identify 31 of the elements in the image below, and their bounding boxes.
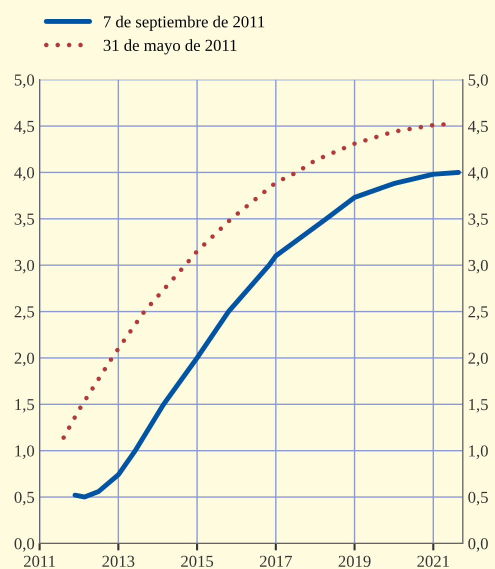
y2-tick-label: 0,5 [468,492,488,506]
y2-tick-label: 2,0 [468,352,488,366]
x-tick-label: 2013 [102,556,134,567]
y-tick-label: 4,5 [14,120,34,134]
y2-tick-label: 1,5 [469,399,488,413]
x-tick-label: 2015 [181,556,214,567]
y2-tick-label: 5,0 [468,74,488,88]
x-tick-label: 2019 [338,556,371,567]
y2-tick-label: 2,5 [468,306,488,320]
legend-label: 31 de mayo de 2011 [104,39,236,54]
legend-label: 7 de septiembre de 2011 [104,16,264,31]
y-tick-label: 1,5 [15,399,34,413]
y-tick-label: 2,0 [14,352,34,366]
x-tick-label: 2011 [24,556,55,567]
y2-tick-label: 0,0 [468,538,488,552]
line-series [72,170,461,500]
y-tick-label: 2,5 [14,306,34,320]
y-tick-label: 3,0 [14,260,34,274]
y-tick-label: 1,0 [15,445,34,459]
x-tick-label: 2017 [260,556,292,567]
x-tick-label: 2021 [417,556,449,567]
y-tick-label: 5,0 [14,74,34,88]
y-tick-label: 0,0 [14,538,34,552]
y2-tick-label: 4,5 [468,120,488,134]
y2-tick-label: 4,0 [468,167,488,181]
y-tick-label: 3,5 [14,214,34,228]
y2-tick-label: 3,0 [468,260,488,274]
y2-tick-label: 3,5 [468,214,488,228]
y-tick-label: 0,5 [14,492,34,506]
y2-tick-label: 1,0 [469,445,488,459]
y-tick-label: 4,0 [14,167,34,181]
